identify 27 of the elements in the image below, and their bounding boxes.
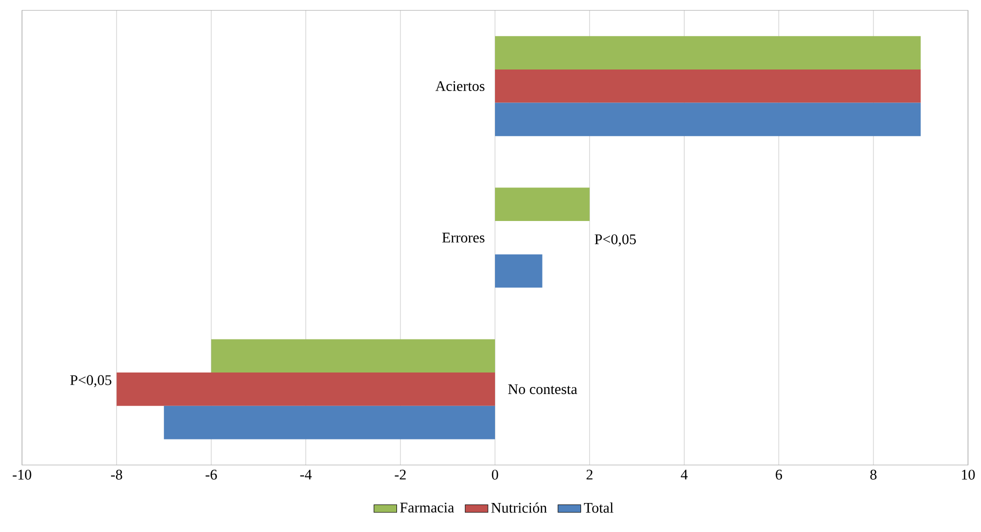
- x-tick-label: -6: [206, 470, 217, 480]
- x-tick-label: 8: [870, 470, 877, 480]
- x-tick-label: 10: [962, 470, 975, 480]
- y-tick-label: No contesta: [508, 384, 578, 394]
- bar: [495, 36, 921, 70]
- bar: [495, 188, 590, 221]
- bar: [116, 372, 496, 406]
- x-tick-label: -10: [12, 470, 32, 480]
- legend-label: Farmacia: [400, 502, 454, 513]
- x-tick-label: 0: [492, 470, 498, 480]
- bar: [164, 406, 496, 440]
- x-tick-label: 6: [776, 470, 782, 480]
- bar: [495, 69, 921, 103]
- legend-label: Total: [584, 502, 614, 513]
- x-tick-label: 4: [680, 470, 688, 480]
- annotation: P<0,05: [70, 375, 112, 388]
- x-tick-label: -8: [111, 470, 122, 480]
- x-tick-label: -4: [300, 470, 312, 480]
- bar: [495, 102, 921, 136]
- annotation: P<0,05: [594, 234, 636, 246]
- bar: [211, 339, 496, 373]
- x-tick-label: 2: [586, 470, 592, 480]
- bar: [495, 254, 542, 288]
- y-tick-label: Aciertos: [435, 81, 484, 92]
- legend-label: Nutrición: [491, 502, 547, 513]
- y-tick-label: Errores: [442, 232, 484, 243]
- x-tick-label: -2: [394, 470, 406, 480]
